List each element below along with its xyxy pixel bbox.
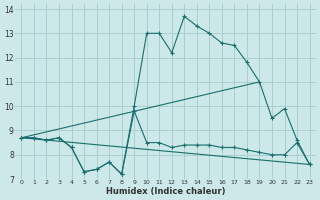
X-axis label: Humidex (Indice chaleur): Humidex (Indice chaleur)	[106, 187, 225, 196]
